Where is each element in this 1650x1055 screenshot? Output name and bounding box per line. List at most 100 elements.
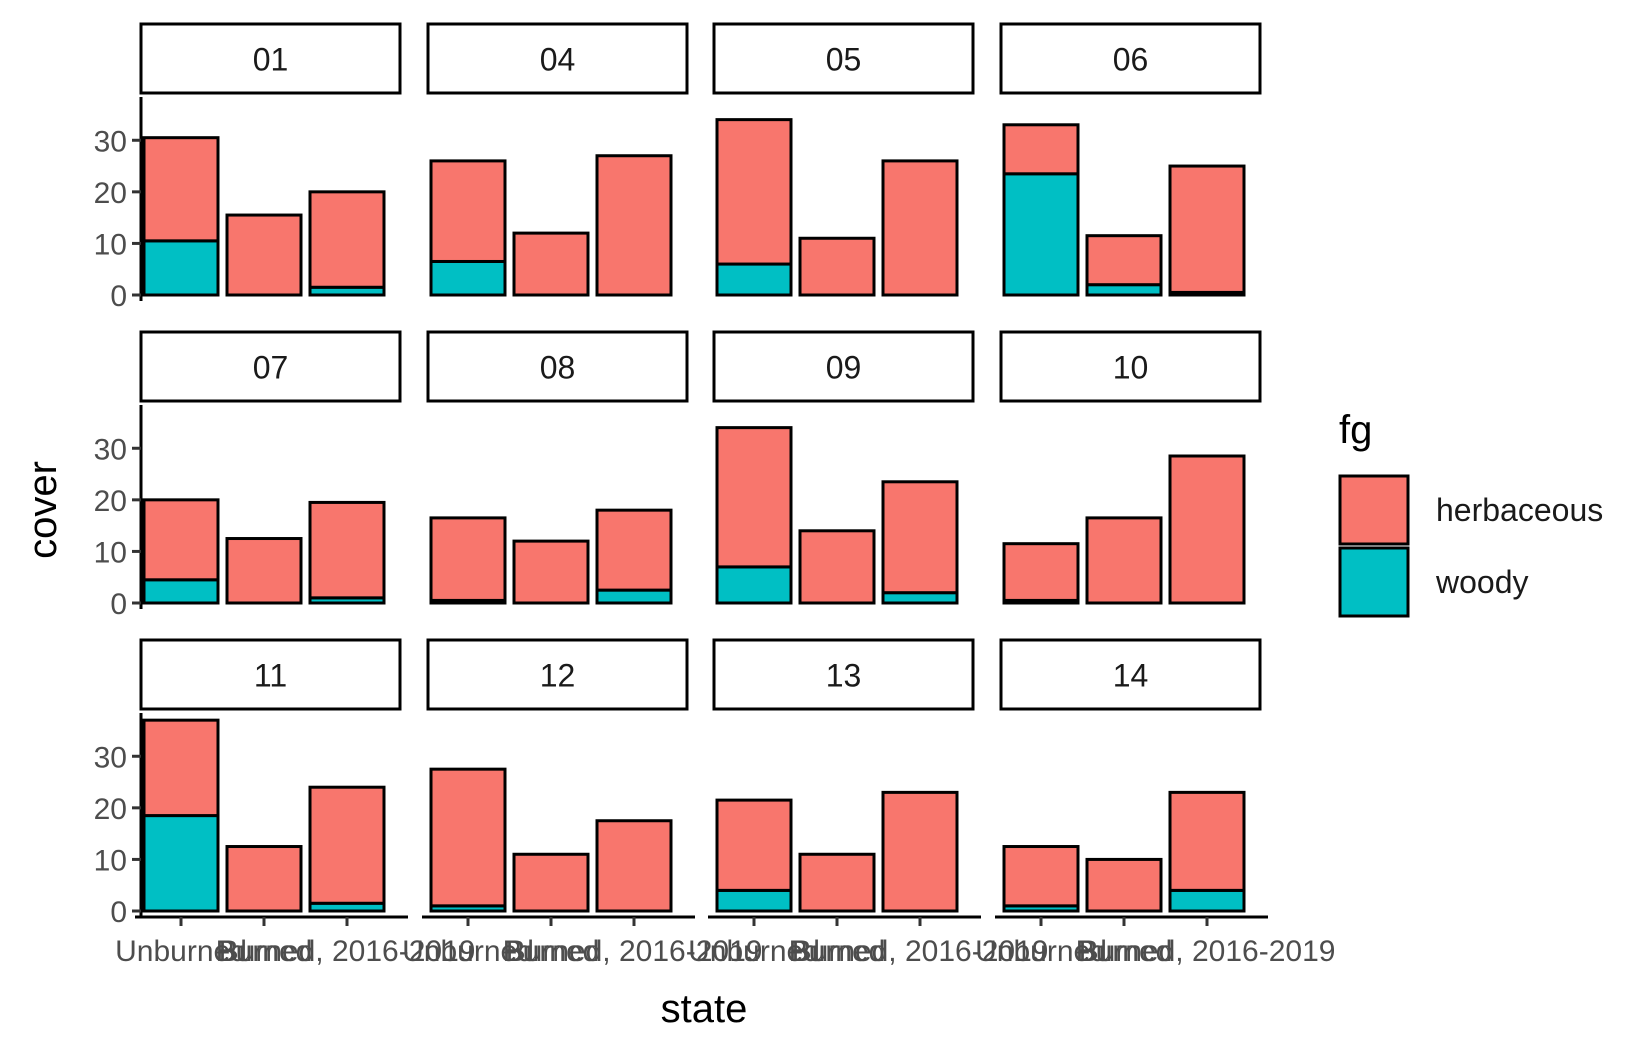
bar-woody — [881, 591, 959, 605]
bar-woody — [595, 588, 673, 605]
y-tick-label: 10 — [94, 844, 127, 877]
facet-strip-06 — [999, 22, 1262, 95]
y-tick-label: 0 — [110, 588, 127, 621]
bar-herbaceous — [1002, 845, 1080, 908]
y-tick-label: 0 — [110, 280, 127, 313]
bar-herbaceous — [512, 231, 590, 297]
facet-strip-label: 11 — [254, 658, 287, 694]
bar-herbaceous — [142, 498, 220, 582]
facet-strip-14 — [999, 638, 1262, 711]
facet-strip-09 — [712, 330, 975, 403]
x-tick-label: Unburned — [402, 935, 534, 968]
y-tick-label: 20 — [94, 793, 127, 826]
bar-herbaceous — [881, 480, 959, 595]
bar-herbaceous — [798, 236, 876, 297]
bar-herbaceous — [881, 159, 959, 297]
bar-herbaceous — [1168, 454, 1246, 605]
bar-herbaceous — [1168, 790, 1246, 892]
bar-herbaceous — [595, 819, 673, 913]
bar-herbaceous — [142, 718, 220, 818]
bar-herbaceous — [142, 136, 220, 243]
bar-woody — [715, 888, 793, 913]
legend-key-woody — [1338, 546, 1410, 618]
x-tick-label: Burned, 2016-2019 — [1079, 935, 1336, 968]
bar-herbaceous — [1002, 542, 1080, 602]
bar-herbaceous — [512, 852, 590, 913]
bar-woody — [1002, 172, 1080, 297]
x-tick-label: Burned — [1076, 935, 1173, 968]
x-tick-label: Burned — [503, 935, 600, 968]
bar-herbaceous — [1085, 857, 1163, 913]
bar-woody — [715, 262, 793, 297]
bar-woody — [142, 239, 220, 297]
legend-title: fg — [1339, 408, 1372, 452]
y-tick-label: 20 — [94, 485, 127, 518]
y-tick-label: 20 — [94, 177, 127, 210]
bar-herbaceous — [1085, 516, 1163, 605]
bar-herbaceous — [308, 785, 386, 905]
bar-herbaceous — [595, 508, 673, 592]
legend-key-herbaceous — [1338, 474, 1410, 546]
y-tick-label: 30 — [94, 433, 127, 466]
bar-herbaceous — [225, 537, 303, 605]
facet-strip-label: 10 — [1113, 350, 1149, 386]
facet-strip-05 — [712, 22, 975, 95]
x-tick-label: Burned — [216, 935, 313, 968]
bar-herbaceous — [225, 845, 303, 913]
legend-label-herbaceous: herbaceous — [1436, 492, 1603, 528]
bar-herbaceous — [798, 852, 876, 913]
facet-strip-label: 06 — [1113, 42, 1149, 78]
x-tick-label: Unburned — [115, 935, 247, 968]
bar-herbaceous — [1168, 164, 1246, 294]
facet-strip-label: 01 — [253, 42, 289, 78]
x-tick-label: Burned — [789, 935, 886, 968]
bar-woody — [429, 259, 507, 297]
y-tick-label: 10 — [94, 536, 127, 569]
x-tick-label: Burned, 2016-2019 — [219, 935, 476, 968]
bar-herbaceous — [1002, 123, 1080, 176]
bar-woody — [1168, 888, 1246, 913]
facet-strip-11 — [139, 638, 402, 711]
bar-herbaceous — [715, 118, 793, 266]
bar-herbaceous — [512, 539, 590, 605]
y-tick-label: 30 — [94, 741, 127, 774]
facet-strip-label: 07 — [253, 350, 289, 386]
legend-label-woody: woody — [1435, 564, 1529, 600]
x-tick-label: Unburned — [688, 935, 820, 968]
facet-strip-08 — [426, 330, 689, 403]
bar-woody — [715, 565, 793, 605]
facet-strip-01 — [139, 22, 402, 95]
facet-strip-label: 08 — [540, 350, 576, 386]
x-tick-label: Burned, 2016-2019 — [792, 935, 1049, 968]
facet-strip-label: 04 — [540, 42, 576, 78]
facet-strip-label: 12 — [540, 658, 576, 694]
facet-strip-04 — [426, 22, 689, 95]
bar-herbaceous — [595, 154, 673, 297]
y-tick-label: 0 — [110, 896, 127, 929]
bar-herbaceous — [429, 159, 507, 263]
facet-strip-10 — [999, 330, 1262, 403]
bar-woody — [1085, 283, 1163, 297]
bar-herbaceous — [429, 767, 507, 908]
bar-herbaceous — [308, 500, 386, 600]
x-axis-title: state — [661, 987, 748, 1031]
x-tick-label: Unburned — [975, 935, 1107, 968]
facet-strip-label: 14 — [1113, 658, 1149, 694]
bar-herbaceous — [308, 190, 386, 289]
bar-herbaceous — [881, 790, 959, 913]
bar-woody — [142, 578, 220, 605]
y-tick-label: 30 — [94, 125, 127, 158]
y-axis-title: cover — [21, 461, 65, 559]
bar-woody — [142, 814, 220, 913]
bar-herbaceous — [1085, 234, 1163, 287]
facet-strip-label: 05 — [826, 42, 862, 78]
bar-herbaceous — [715, 426, 793, 569]
facet-strip-12 — [426, 638, 689, 711]
facet-strip-label: 13 — [826, 658, 862, 694]
bar-herbaceous — [798, 529, 876, 605]
x-tick-label: Burned, 2016-2019 — [506, 935, 763, 968]
facet-strip-label: 09 — [826, 350, 862, 386]
facet-strip-13 — [712, 638, 975, 711]
